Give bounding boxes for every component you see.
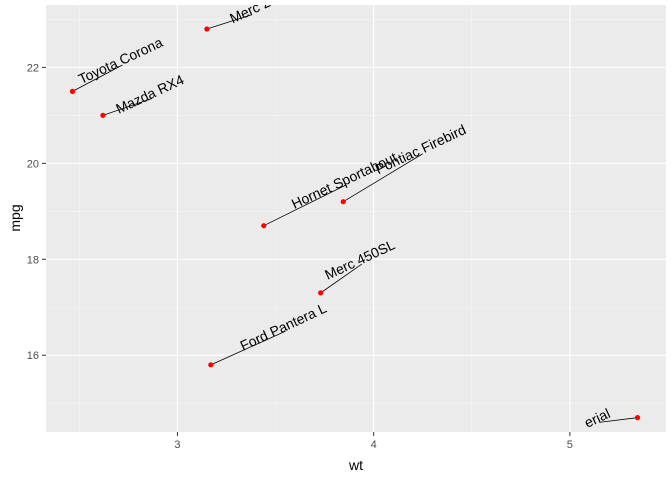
x-axis-ticks: 3 4 5: [174, 432, 573, 451]
major-gridlines: [46, 5, 666, 432]
data-point: [204, 26, 210, 32]
minor-gridlines: [46, 5, 666, 432]
y-axis-title: mpg: [7, 204, 23, 231]
leader-line: [320, 263, 363, 294]
label-leader-lines: [72, 14, 638, 423]
data-point: [261, 223, 267, 229]
data-points: [69, 26, 641, 421]
leader-line: [206, 14, 253, 30]
leader-line: [72, 64, 123, 92]
leader-line: [599, 417, 638, 423]
y-tick-label: 18: [27, 254, 39, 266]
y-tick-label: 22: [27, 62, 39, 74]
panel-background: [46, 5, 666, 432]
y-axis-ticks: 16 18 20 22: [27, 62, 46, 362]
x-axis-title: wt: [348, 457, 363, 473]
data-point: [69, 88, 76, 94]
data-point: [100, 112, 106, 118]
data-point: [318, 290, 324, 296]
leader-line: [102, 98, 153, 116]
data-point: [340, 199, 346, 205]
x-tick-label: 3: [174, 439, 180, 451]
x-tick-label: 5: [567, 439, 573, 451]
data-point: [208, 362, 214, 368]
leader-line: [263, 184, 347, 227]
x-tick-label: 4: [371, 439, 377, 451]
leader-line: [343, 153, 423, 203]
leader-line: [210, 330, 286, 366]
y-tick-label: 20: [27, 158, 39, 170]
y-tick-label: 16: [27, 350, 39, 362]
data-point: [634, 415, 641, 421]
